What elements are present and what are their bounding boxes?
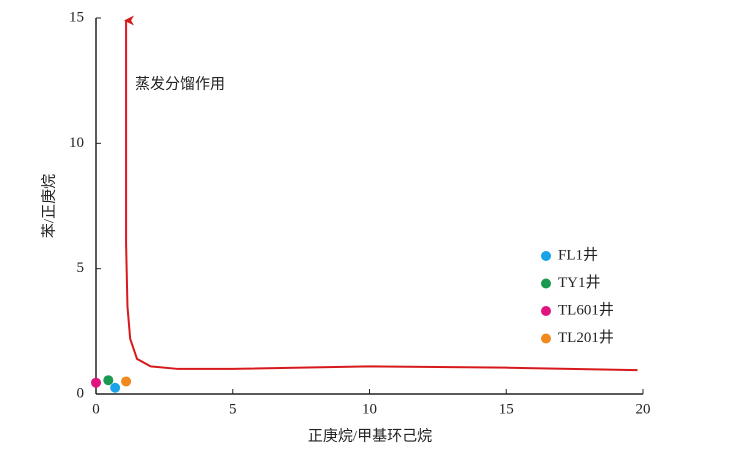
- x-tick-label: 15: [499, 401, 514, 417]
- x-tick-label: 5: [229, 401, 237, 417]
- point: [121, 376, 132, 387]
- point: [91, 377, 101, 388]
- y-axis-label: 苯/正庚烷: [40, 174, 57, 238]
- x-tick-label: 20: [636, 401, 651, 417]
- x-tick-label: 10: [362, 401, 377, 417]
- legend-label: TY1井: [558, 274, 601, 291]
- point: [103, 375, 114, 386]
- x-tick-label: 0: [92, 401, 100, 417]
- legend-label: FL1井: [558, 246, 598, 263]
- annotation-text: 蒸发分馏作用: [135, 75, 225, 92]
- legend-marker: [541, 306, 551, 316]
- annotation-curve: [124, 15, 638, 372]
- legend-marker: [541, 278, 551, 289]
- y-tick-label: 10: [69, 135, 84, 151]
- y-tick-label: 0: [77, 385, 85, 401]
- y-tick-label: 15: [69, 9, 84, 25]
- legend-label: TL201井: [558, 329, 614, 346]
- point: [110, 382, 121, 393]
- legend-marker: [541, 333, 551, 344]
- y-tick-label: 5: [77, 260, 85, 276]
- legend-marker: [541, 251, 551, 261]
- legend-label: TL601井: [558, 301, 614, 318]
- x-axis-label: 正庚烷/甲基环己烷: [308, 427, 432, 444]
